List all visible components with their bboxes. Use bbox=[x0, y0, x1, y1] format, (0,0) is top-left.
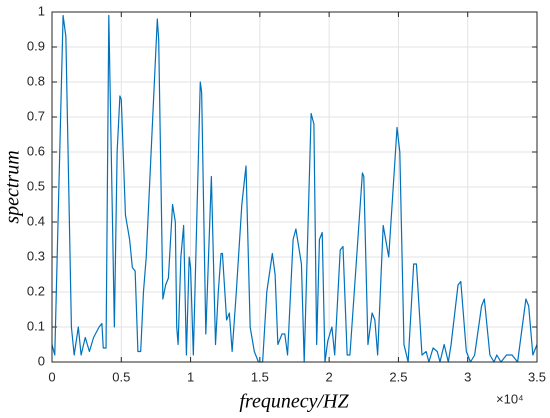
x-tick-label: 3 bbox=[464, 369, 471, 384]
y-axis-title: spectrum bbox=[2, 150, 24, 223]
y-tick-label: 0 bbox=[38, 353, 45, 368]
y-tick-label: 0.8 bbox=[27, 73, 45, 88]
y-tick-label: 0.6 bbox=[27, 143, 45, 158]
y-tick-label: 0.5 bbox=[27, 178, 45, 193]
x-tick-label: 0.5 bbox=[112, 369, 130, 384]
y-tick-label: 0.9 bbox=[27, 38, 45, 53]
y-tick-label: 0.1 bbox=[27, 318, 45, 333]
y-tick-label: 0.3 bbox=[27, 248, 45, 263]
x-tick-label: 2 bbox=[326, 369, 333, 384]
x-axis-title: frequnecy/HZ bbox=[239, 391, 349, 413]
x-tick-label: 0 bbox=[48, 369, 55, 384]
x-tick-label: 1.5 bbox=[251, 369, 269, 384]
x-tick-label: 3.5 bbox=[528, 369, 546, 384]
y-tick-label: 1 bbox=[38, 3, 45, 18]
y-tick-label: 0.7 bbox=[27, 108, 45, 123]
x-exponent-label: ×10⁴ bbox=[496, 391, 524, 406]
y-tick-label: 0.2 bbox=[27, 283, 45, 298]
plot-frame bbox=[51, 11, 538, 363]
x-tick-label: 2.5 bbox=[389, 369, 407, 384]
y-tick-label: 0.4 bbox=[27, 213, 45, 228]
x-tick-label: 1 bbox=[187, 369, 194, 384]
